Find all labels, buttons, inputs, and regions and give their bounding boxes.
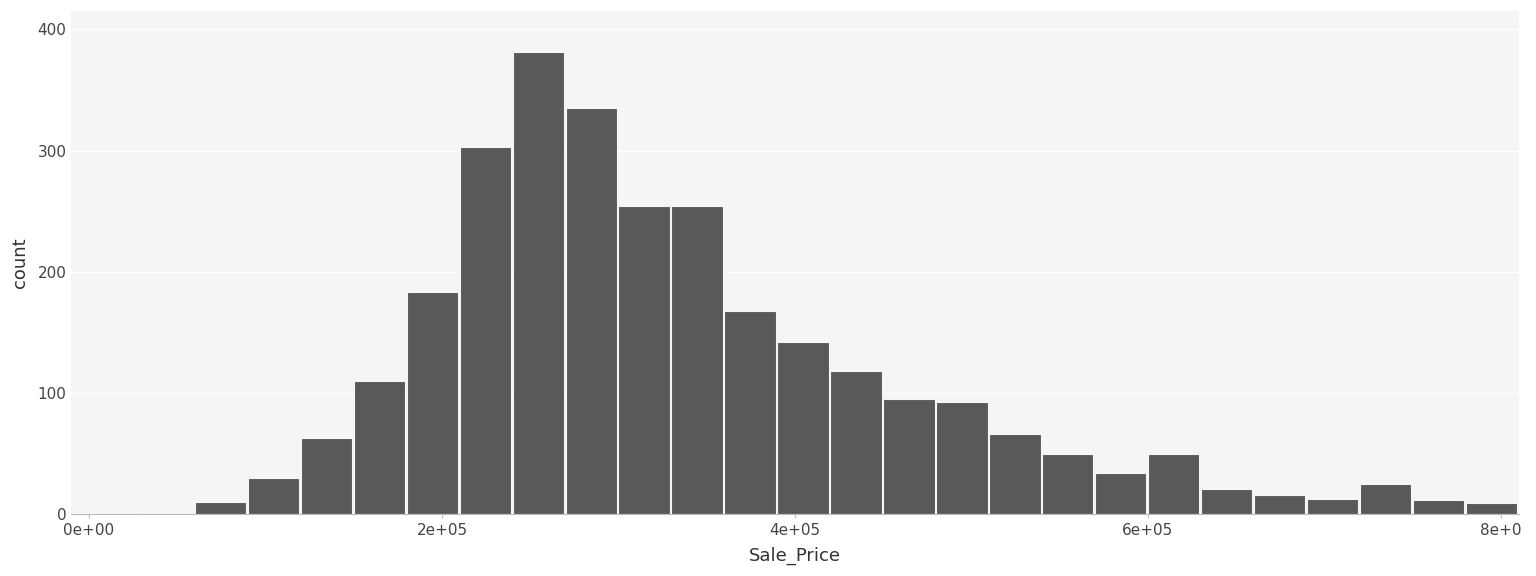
Bar [89, 513, 140, 514]
Bar [513, 52, 564, 514]
Bar [989, 434, 1040, 514]
Bar [1413, 500, 1464, 514]
Bar [1095, 473, 1146, 514]
X-axis label: Sale_Price: Sale_Price [750, 547, 842, 565]
Bar [935, 401, 988, 514]
Bar [459, 147, 511, 514]
Bar [1519, 506, 1536, 514]
Bar [777, 342, 829, 514]
Bar [1041, 454, 1094, 514]
Bar [1465, 503, 1518, 514]
Bar [407, 293, 458, 514]
Bar [1201, 489, 1252, 514]
Bar [725, 310, 776, 514]
Bar [1253, 495, 1306, 514]
Bar [831, 371, 882, 514]
Bar [1307, 498, 1358, 514]
Bar [619, 206, 670, 514]
Y-axis label: count: count [11, 237, 29, 288]
Bar [671, 206, 723, 514]
Bar [1359, 484, 1412, 514]
Bar [301, 438, 352, 514]
Bar [565, 108, 617, 514]
Bar [247, 478, 300, 514]
Bar [195, 502, 246, 514]
Bar [883, 399, 934, 514]
Bar [353, 381, 406, 514]
Bar [1147, 454, 1200, 514]
